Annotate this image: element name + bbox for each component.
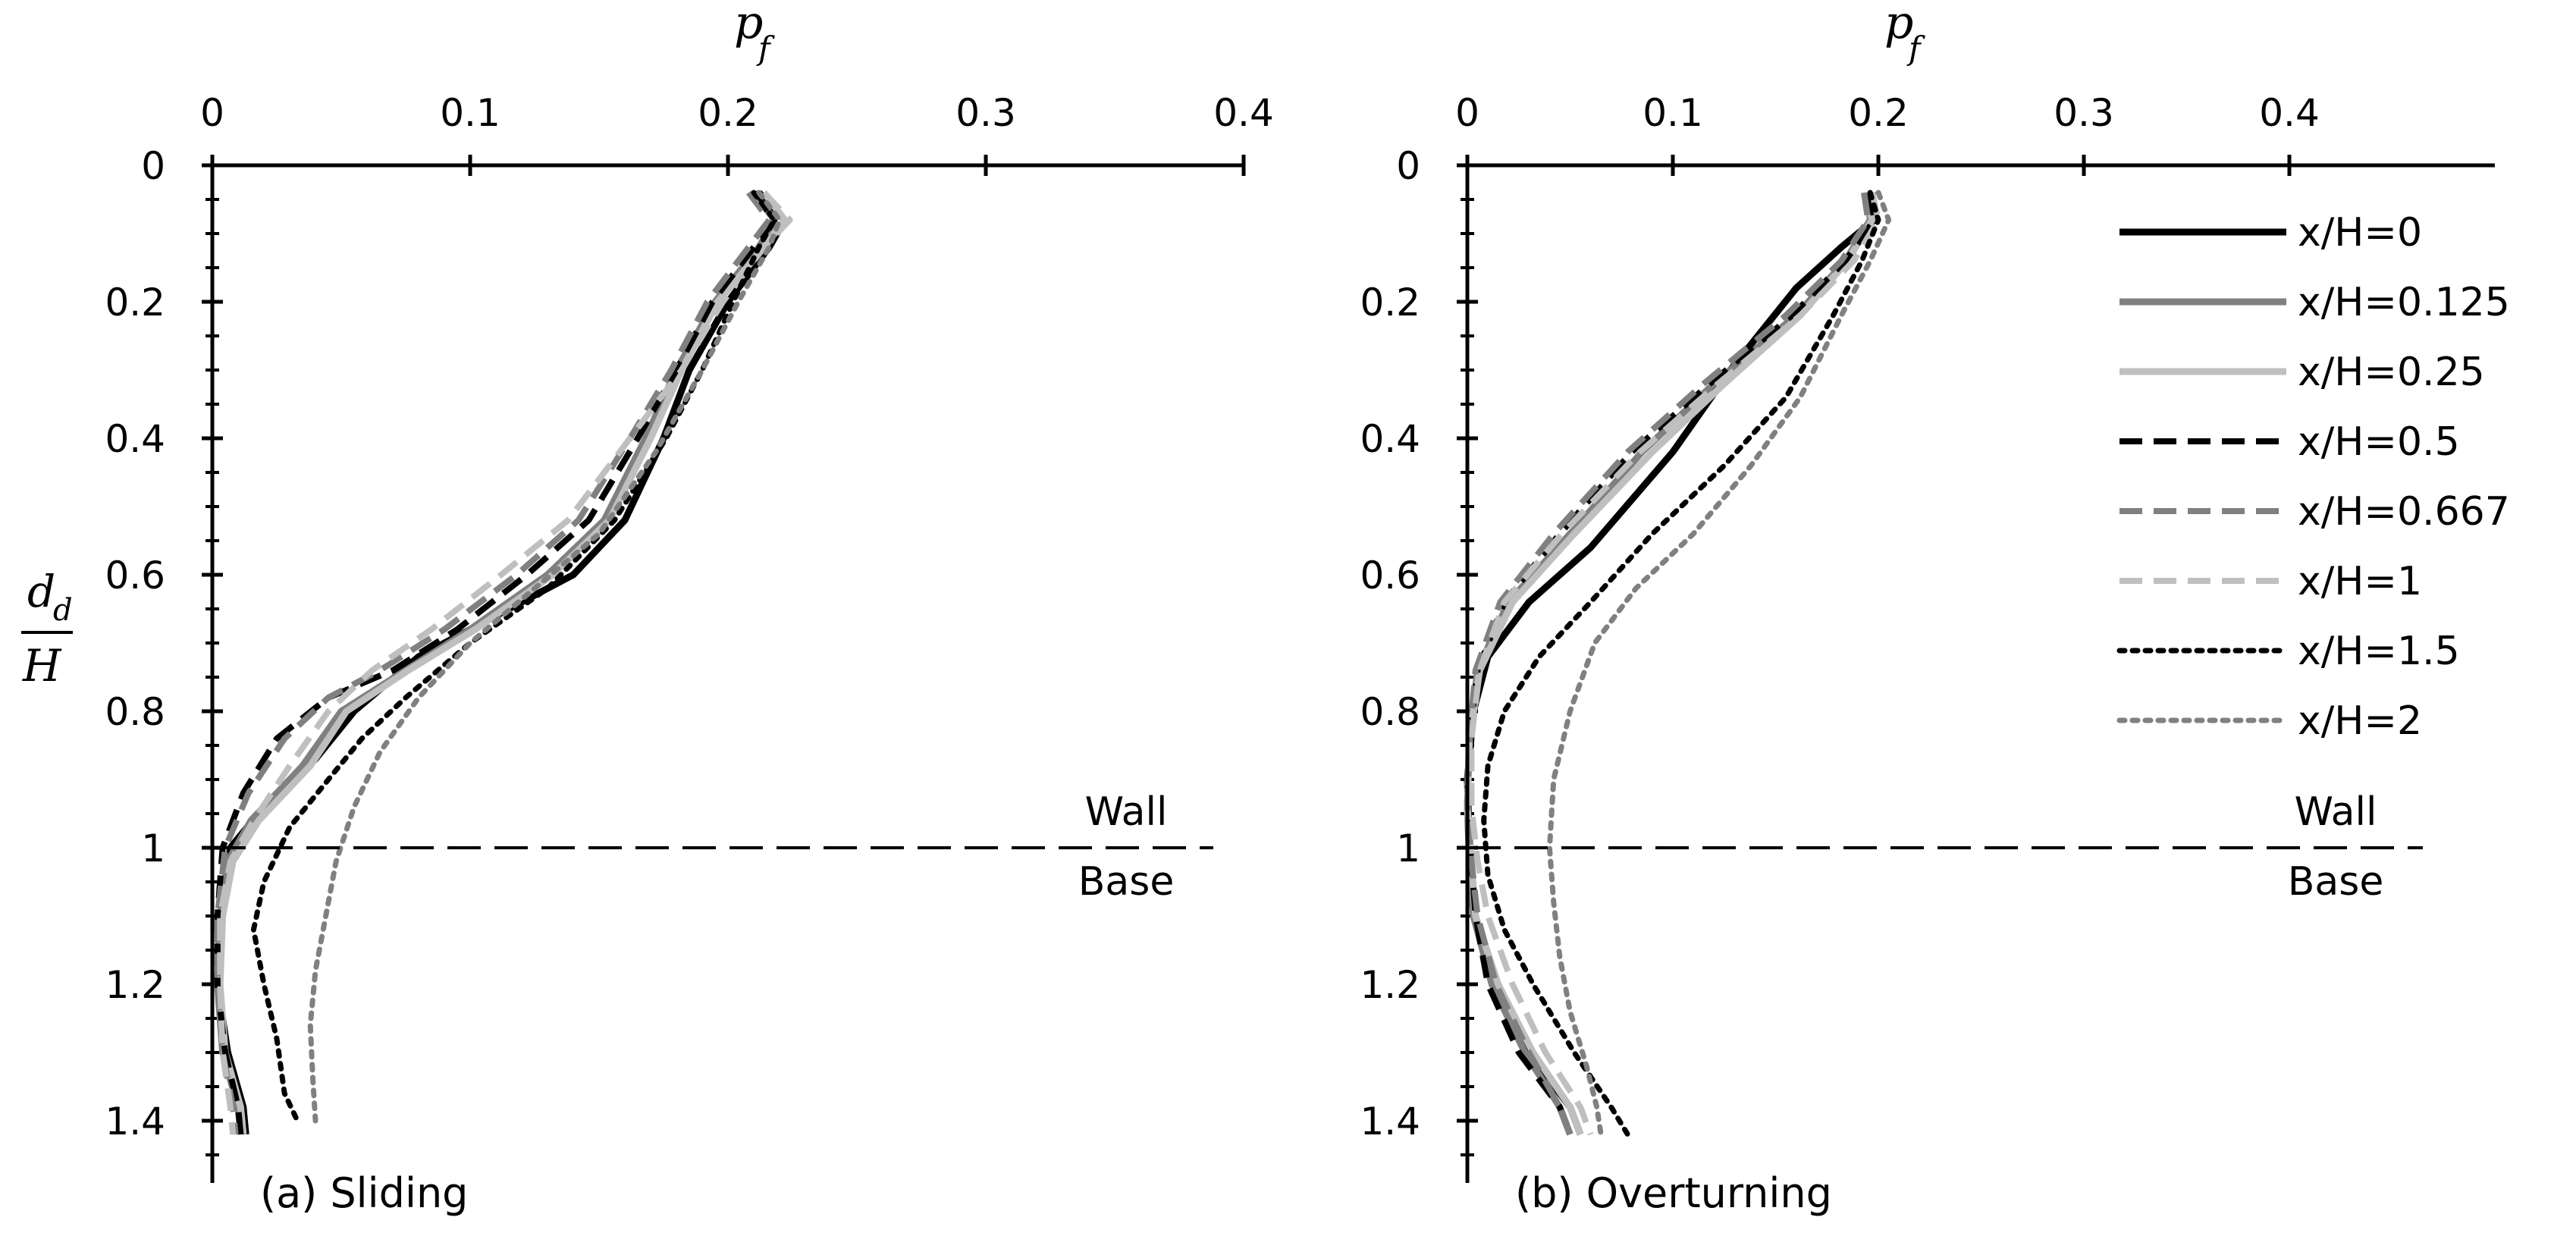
wall-label-overturning: Wall	[2295, 789, 2377, 835]
legend-entry: x/H=1	[2119, 559, 2422, 604]
legend-entry: x/H=2	[2116, 698, 2422, 744]
legend-label: x/H=2	[2298, 698, 2422, 744]
y-tick-label: 1	[1396, 827, 1420, 871]
y-tick-label: 1.4	[105, 1100, 165, 1143]
legend-label: x/H=1.5	[2298, 629, 2460, 674]
y-tick-label: 1.4	[1360, 1100, 1420, 1143]
legend-entry: x/H=0.5	[2119, 419, 2460, 465]
x-title-sub: f	[756, 30, 775, 67]
x-tick-label: 0.3	[955, 91, 1016, 135]
x-ticks-sliding: 0 0.1 0.2 0.3 0.4	[200, 91, 1274, 135]
legend-label: x/H=0.125	[2298, 280, 2510, 325]
x-tick-label: 0.4	[1213, 91, 1274, 135]
legend-entry: x/H=0.125	[2119, 280, 2510, 325]
series-line-x-h-0-5	[214, 190, 778, 1135]
legend-entry: x/H=1.5	[2116, 629, 2460, 674]
series-line-x-h-0-25	[1464, 192, 1876, 1136]
y-tick-label: 1.2	[1360, 963, 1420, 1007]
x-axis-title-overturning: p f	[1884, 0, 1925, 67]
x-tick-label: 0.4	[2259, 91, 2320, 135]
y-label-den: H	[22, 640, 62, 692]
y-tick-label: 0.8	[1360, 690, 1420, 734]
x-axis-title-sliding: p f	[734, 0, 775, 67]
x-title-main: p	[1884, 0, 1913, 49]
y-tick-label: 0.4	[1360, 417, 1420, 461]
series-line-x-h-0-667	[1464, 192, 1872, 1136]
series-line-x-h-2	[1546, 190, 1892, 1137]
legend-label: x/H=0	[2298, 210, 2422, 256]
y-tick-label: 0.6	[105, 554, 165, 598]
y-tick-label: 0.6	[1360, 554, 1420, 598]
series-line-x-h-0-667	[214, 190, 773, 1135]
legend-label: x/H=1	[2298, 559, 2422, 604]
legend: x/H=0 x/H=0.125 x/H=0.25 x/H=0.5 x/H=0.6…	[2116, 210, 2510, 744]
y-ticks-overturning: 0 0.2 0.4 0.6 0.8 1 1.2 1.4	[1360, 144, 1420, 1143]
x-title-sub: f	[1906, 30, 1925, 67]
series-line-x-h-2	[307, 190, 783, 1124]
x-tick-label: 0.3	[2054, 91, 2114, 135]
wall-label-sliding: Wall	[1085, 789, 1168, 835]
y-tick-label: 0	[1396, 144, 1420, 188]
plot-area-sliding	[202, 155, 1246, 1156]
y-label-num: d	[27, 566, 55, 617]
x-tick-label: 0.2	[698, 91, 758, 135]
panel-sliding: 0 0.1 0.2 0.3 0.4 0 0.2 0.4 0.6 0.8 1 1.…	[105, 0, 1273, 1217]
legend-label: x/H=0.5	[2298, 419, 2460, 465]
legend-label: x/H=0.667	[2298, 489, 2510, 535]
series-line-x-h-1-5	[250, 190, 777, 1124]
panel-label-overturning: (b) Overturning	[1515, 1169, 1832, 1217]
plot-area-overturning	[1457, 155, 2292, 1156]
panel-label-sliding: (a) Sliding	[260, 1169, 468, 1217]
base-label-overturning: Base	[2288, 859, 2384, 905]
series-line-x-h-0-5	[1464, 192, 1878, 1136]
x-tick-label: 0	[1455, 91, 1479, 135]
y-tick-label: 1.2	[105, 963, 165, 1007]
x-tick-label: 0.1	[1643, 91, 1703, 135]
legend-entry: x/H=0.667	[2119, 489, 2510, 535]
x-title-main: p	[734, 0, 763, 49]
series-line-x-h-0-125	[1464, 192, 1874, 1136]
series-line-x-h-1	[217, 190, 793, 1135]
y-tick-label: 0.2	[1360, 281, 1420, 325]
legend-entry: x/H=0.25	[2119, 350, 2485, 395]
legend-entry: x/H=0	[2119, 210, 2422, 256]
legend-label: x/H=0.25	[2298, 350, 2485, 395]
y-label-num-sub: d	[53, 593, 73, 628]
base-label-sliding: Base	[1078, 859, 1175, 905]
y-tick-label: 1	[141, 827, 165, 871]
x-tick-label: 0.2	[1848, 91, 1909, 135]
x-tick-label: 0	[200, 91, 224, 135]
y-tick-label: 0	[141, 144, 165, 188]
y-tick-label: 0.4	[105, 417, 165, 461]
y-axis-label: d d H	[21, 566, 73, 692]
x-ticks-overturning: 0 0.1 0.2 0.3 0.4	[1455, 91, 2320, 135]
x-tick-label: 0.1	[440, 91, 500, 135]
y-tick-label: 0.8	[105, 690, 165, 734]
y-ticks-sliding: 0 0.2 0.4 0.6 0.8 1 1.2 1.4	[105, 144, 165, 1143]
panel-overturning: 0 0.1 0.2 0.3 0.4 0 0.2 0.4 0.6 0.8 1 1.…	[1360, 0, 2495, 1217]
series-line-x-h-0	[1464, 192, 1878, 1136]
y-tick-label: 0.2	[105, 281, 165, 325]
series-line-x-h-1-5	[1481, 190, 1881, 1137]
